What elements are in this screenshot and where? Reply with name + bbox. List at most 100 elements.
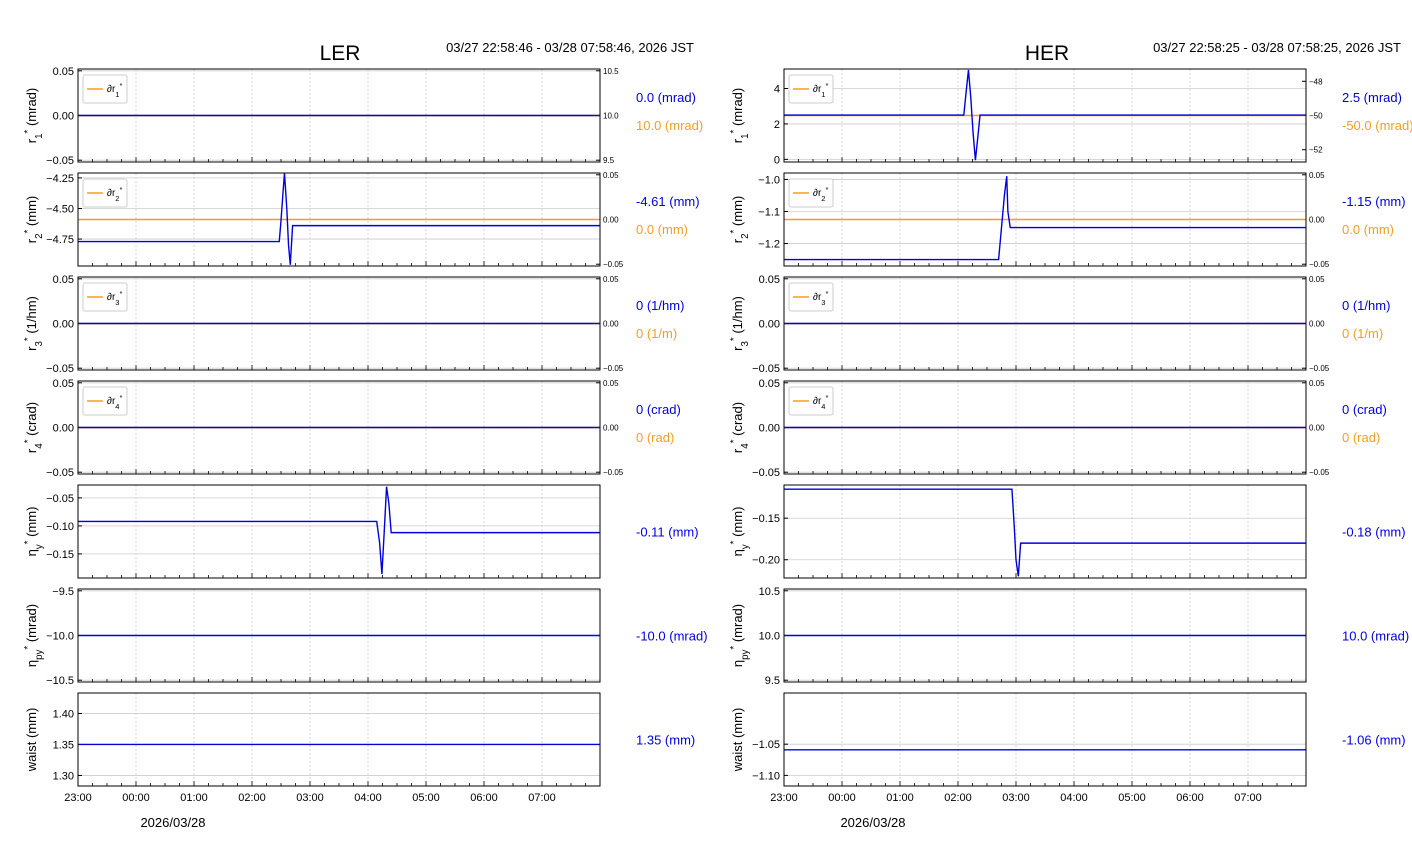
x-tick-label: 00:00 <box>828 792 856 804</box>
current-value-label: -1.15 (mm) <box>1342 194 1406 209</box>
y2-tick-label: 0.05 <box>603 171 619 180</box>
plot-panels: 0.05 0.00 −0.05 10.5 10.0 9.5 ∂r1* r1* (mrad) 0.… <box>23 66 1412 804</box>
legend-label: ∂r4* <box>107 393 122 411</box>
y-tick-label: 10.0 <box>759 631 780 643</box>
y-axis-label: r2* (mm) <box>23 196 45 244</box>
setpoint-value-label: 0 (rad) <box>636 430 674 445</box>
y-tick-label: 2 <box>774 119 780 131</box>
y-tick-label: −10.5 <box>46 675 74 687</box>
y-tick-label: −10.0 <box>46 631 74 643</box>
y-tick-label: 0.05 <box>53 66 74 78</box>
y2-tick-label: −0.05 <box>603 468 624 477</box>
current-value-label: 0 (1/hm) <box>1342 298 1390 313</box>
x-tick-label: 03:00 <box>1002 792 1030 804</box>
y2-tick-label: 0.00 <box>603 320 619 329</box>
current-value-label: -1.06 (mm) <box>1342 733 1406 748</box>
legend-box <box>82 282 128 312</box>
current-value-label: 0 (crad) <box>1342 402 1387 417</box>
y-tick-label: 0.00 <box>53 319 74 331</box>
x-tick-label: 07:00 <box>1234 792 1262 804</box>
x-tick-label: 05:00 <box>1118 792 1146 804</box>
her-panel-7: −1.05 −1.10 waist (mm) -1.06 (mm) <box>730 692 1406 787</box>
y-tick-label: 4 <box>774 83 780 95</box>
y2-tick-label: 0.05 <box>1309 379 1325 388</box>
legend-box <box>788 386 834 416</box>
current-value-label: 1.35 (mm) <box>636 733 695 748</box>
y-tick-label: −4.25 <box>46 173 74 185</box>
y-axis-label: r3* (1/hm) <box>23 296 45 351</box>
x-tick-label: 01:00 <box>180 792 208 804</box>
legend-label: ∂r2* <box>813 185 828 203</box>
legend-box <box>788 282 834 312</box>
y-tick-label: −0.20 <box>752 555 780 567</box>
y2-tick-label: 0.00 <box>1309 216 1325 225</box>
y2-tick-label: 9.5 <box>603 156 615 165</box>
measured-line <box>784 176 1306 261</box>
legend: ∂r4* <box>788 386 834 416</box>
setpoint-value-label: 0.0 (mm) <box>636 222 688 237</box>
current-value-label: -0.11 (mm) <box>636 525 699 540</box>
y-tick-label: 9.5 <box>765 675 780 687</box>
current-value-label: -10.0 (mrad) <box>636 629 708 644</box>
y2-tick-label: −50 <box>1309 112 1323 121</box>
current-value-label: 2.5 (mrad) <box>1342 90 1402 105</box>
y-axis-label: ηpy* (mrad) <box>729 604 751 667</box>
y2-tick-label: 0.00 <box>1309 424 1325 433</box>
legend: ∂r2* <box>82 178 128 208</box>
y-tick-label: −1.10 <box>752 770 780 782</box>
y-axis-label: r4* (crad) <box>729 402 751 453</box>
legend-box <box>82 386 128 416</box>
y-axis-label: r2* (mm) <box>729 196 751 244</box>
current-value-label: 0 (crad) <box>636 402 681 417</box>
y-axis-label: r1* (mrad) <box>729 88 751 143</box>
setpoint-value-label: 0.0 (mm) <box>1342 222 1394 237</box>
her-panel-1: 4 2 0 −48 −50 −52 ∂r1* r1* (mrad) 2.5 (mrad) -50.… <box>729 68 1412 166</box>
setpoint-value-label: 10.0 (mrad) <box>636 118 703 133</box>
plot-frame <box>783 172 1307 267</box>
y-tick-label: −0.15 <box>752 513 780 525</box>
plot-frame <box>77 380 601 475</box>
current-value-label: -0.18 (mm) <box>1342 525 1406 540</box>
y2-tick-label: −52 <box>1309 146 1323 155</box>
setpoint-value-label: 0 (rad) <box>1342 430 1380 445</box>
legend-label: ∂r1* <box>107 81 122 99</box>
current-value-label: -4.61 (mm) <box>636 194 700 209</box>
y-tick-label: 0 <box>774 154 780 166</box>
x-tick-label: 05:00 <box>412 792 440 804</box>
y-tick-label: 0.00 <box>53 423 74 435</box>
y-tick-label: −0.05 <box>752 467 780 479</box>
y-tick-label: −0.05 <box>46 493 74 505</box>
plot-frame <box>77 276 601 371</box>
y-tick-label: 0.05 <box>53 274 74 286</box>
legend: ∂r3* <box>788 282 834 312</box>
plot-frame <box>77 68 601 163</box>
legend: ∂r1* <box>788 74 834 104</box>
her-panel-6: 10.5 10.0 9.5 ηpy* (mrad) 10.0 (mrad) <box>729 586 1410 687</box>
y2-tick-label: 0.05 <box>603 275 619 284</box>
legend: ∂r4* <box>82 386 128 416</box>
plot-frame <box>783 484 1307 579</box>
y-tick-label: 0.05 <box>759 378 780 390</box>
plot-frame <box>77 692 601 787</box>
current-value-label: 10.0 (mrad) <box>1342 629 1409 644</box>
x-tick-label: 06:00 <box>1176 792 1204 804</box>
plot-frame <box>783 276 1307 371</box>
y-axis-label: r4* (crad) <box>23 402 45 453</box>
x-tick-label: 04:00 <box>1060 792 1088 804</box>
y-tick-label: −0.05 <box>752 363 780 375</box>
y2-tick-label: 0.00 <box>603 424 619 433</box>
y2-tick-label: 0.00 <box>1309 320 1325 329</box>
y-axis-label: ηy* (mm) <box>23 507 45 557</box>
x-tick-label: 04:00 <box>354 792 382 804</box>
y-axis-label: r1* (mrad) <box>23 88 45 143</box>
legend-label: ∂r3* <box>107 289 122 307</box>
y-tick-label: −4.75 <box>46 234 74 246</box>
current-value-label: 0 (1/hm) <box>636 298 684 313</box>
x-tick-label: 23:00 <box>64 792 92 804</box>
legend-label: ∂r4* <box>813 393 828 411</box>
x-tick-label: 23:00 <box>770 792 798 804</box>
ler-panel-7: 1.40 1.35 1.30 waist (mm) 1.35 (mm) <box>24 692 695 787</box>
setpoint-value-label: -50.0 (mrad) <box>1342 118 1412 133</box>
y2-tick-label: −0.05 <box>603 364 624 373</box>
